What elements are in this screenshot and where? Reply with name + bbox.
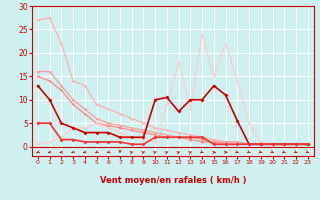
X-axis label: Vent moyen/en rafales ( km/h ): Vent moyen/en rafales ( km/h ) [100,176,246,185]
